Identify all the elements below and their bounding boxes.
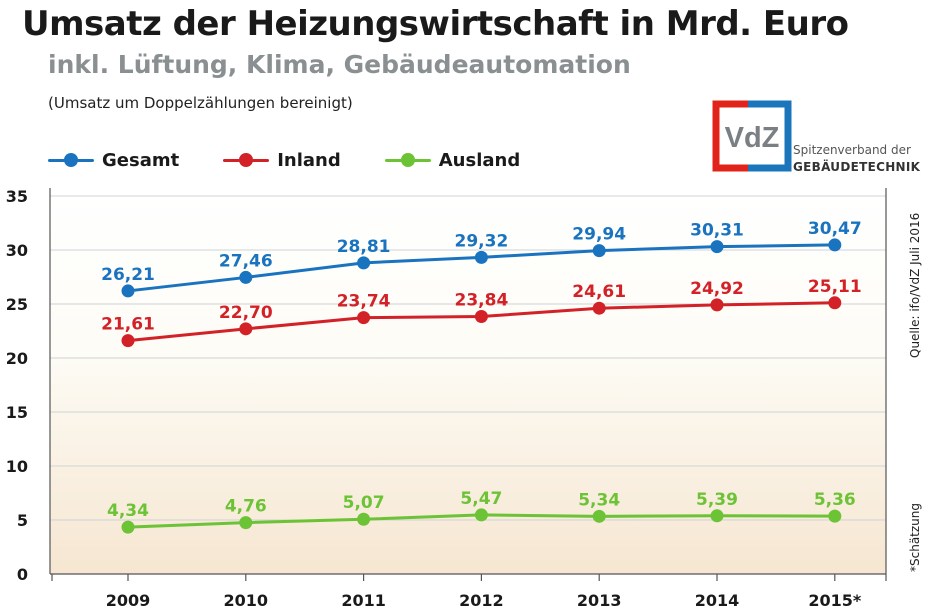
data-label: 4,34	[107, 501, 149, 521]
data-label: 24,92	[690, 279, 744, 299]
data-point	[474, 250, 488, 264]
logo-blue-bracket	[748, 100, 792, 172]
x-tick-label: 2014	[695, 591, 740, 610]
data-point	[357, 311, 371, 325]
chart-subtitle: inkl. Lüftung, Klima, Gebäudeautomation	[48, 50, 631, 79]
data-point	[239, 516, 253, 530]
legend-item-ausland: Ausland	[384, 149, 521, 171]
x-tick-label: 2013	[577, 591, 622, 610]
chart-note: (Umsatz um Doppelzählungen bereinigt)	[48, 94, 353, 112]
data-point	[121, 334, 135, 348]
data-point	[357, 512, 371, 526]
data-label: 30,31	[690, 221, 744, 241]
vdz-logo: VdZ	[712, 100, 792, 172]
footnote-label: *Schätzung	[908, 502, 922, 572]
data-point	[828, 238, 842, 252]
y-tick-label: 0	[17, 565, 28, 584]
data-label: 30,47	[808, 219, 862, 239]
data-point	[592, 509, 606, 523]
data-point	[828, 509, 842, 523]
legend-label: Inland	[277, 149, 341, 171]
x-tick-label: 2011	[341, 591, 386, 610]
y-tick-label: 35	[6, 187, 28, 206]
logo-text: Spitzenverband der GEBÄUDETECHNIK	[793, 142, 920, 176]
x-tick-label: 2012	[459, 591, 504, 610]
data-label: 5,34	[578, 490, 620, 510]
source-label: Quelle: ifo/VdZ Juli 2016	[908, 212, 922, 358]
data-point	[121, 284, 135, 298]
data-point	[474, 508, 488, 522]
data-label: 25,11	[808, 277, 862, 297]
legend: Gesamt Inland Ausland	[48, 148, 564, 172]
data-label: 5,39	[696, 490, 738, 510]
data-label: 5,07	[343, 493, 385, 513]
chart-title: Umsatz der Heizungswirtschaft in Mrd. Eu…	[22, 4, 849, 44]
data-label: 26,21	[101, 265, 155, 285]
data-point	[592, 244, 606, 258]
y-tick-label: 5	[17, 511, 28, 530]
data-point	[828, 296, 842, 310]
legend-swatch	[384, 153, 431, 167]
data-point	[239, 270, 253, 284]
data-label: 28,81	[337, 237, 391, 257]
data-label: 27,46	[219, 251, 273, 271]
logo-line-2: GEBÄUDETECHNIK	[793, 160, 921, 174]
plot-background	[50, 188, 886, 574]
data-point	[710, 298, 724, 312]
legend-swatch	[48, 153, 94, 167]
legend-item-gesamt: Gesamt	[48, 150, 179, 171]
y-tick-label: 20	[6, 349, 28, 368]
logo-line-1: Spitzenverband der	[793, 143, 911, 157]
x-tick-label: 2015*	[808, 591, 862, 610]
data-point	[710, 240, 724, 254]
legend-swatch	[223, 153, 270, 167]
data-label: 21,61	[101, 315, 155, 335]
x-tick-label: 2010	[224, 591, 269, 610]
data-point	[357, 256, 371, 270]
data-label: 23,74	[337, 292, 391, 312]
data-point	[239, 322, 253, 336]
legend-item-inland: Inland	[223, 150, 341, 171]
data-label: 23,84	[455, 291, 509, 311]
data-point	[710, 509, 724, 523]
y-tick-label: 15	[6, 403, 28, 422]
y-tick-label: 10	[6, 457, 28, 476]
legend-label: Gesamt	[102, 149, 180, 171]
legend-label: Ausland	[438, 149, 521, 171]
data-label: 5,47	[460, 489, 502, 509]
logo-mark: VdZ	[725, 122, 780, 154]
y-tick-label: 25	[6, 295, 28, 314]
y-tick-label: 30	[6, 241, 28, 260]
data-point	[121, 520, 135, 534]
data-label: 29,94	[572, 225, 626, 245]
data-label: 29,32	[455, 231, 509, 251]
data-point	[592, 301, 606, 315]
x-tick-label: 2009	[106, 591, 151, 610]
data-label: 4,76	[225, 497, 267, 517]
data-label: 22,70	[219, 303, 273, 323]
data-point	[474, 310, 488, 324]
data-label: 5,36	[814, 490, 856, 510]
data-label: 24,61	[572, 282, 626, 302]
logo-red-bracket	[712, 100, 756, 172]
